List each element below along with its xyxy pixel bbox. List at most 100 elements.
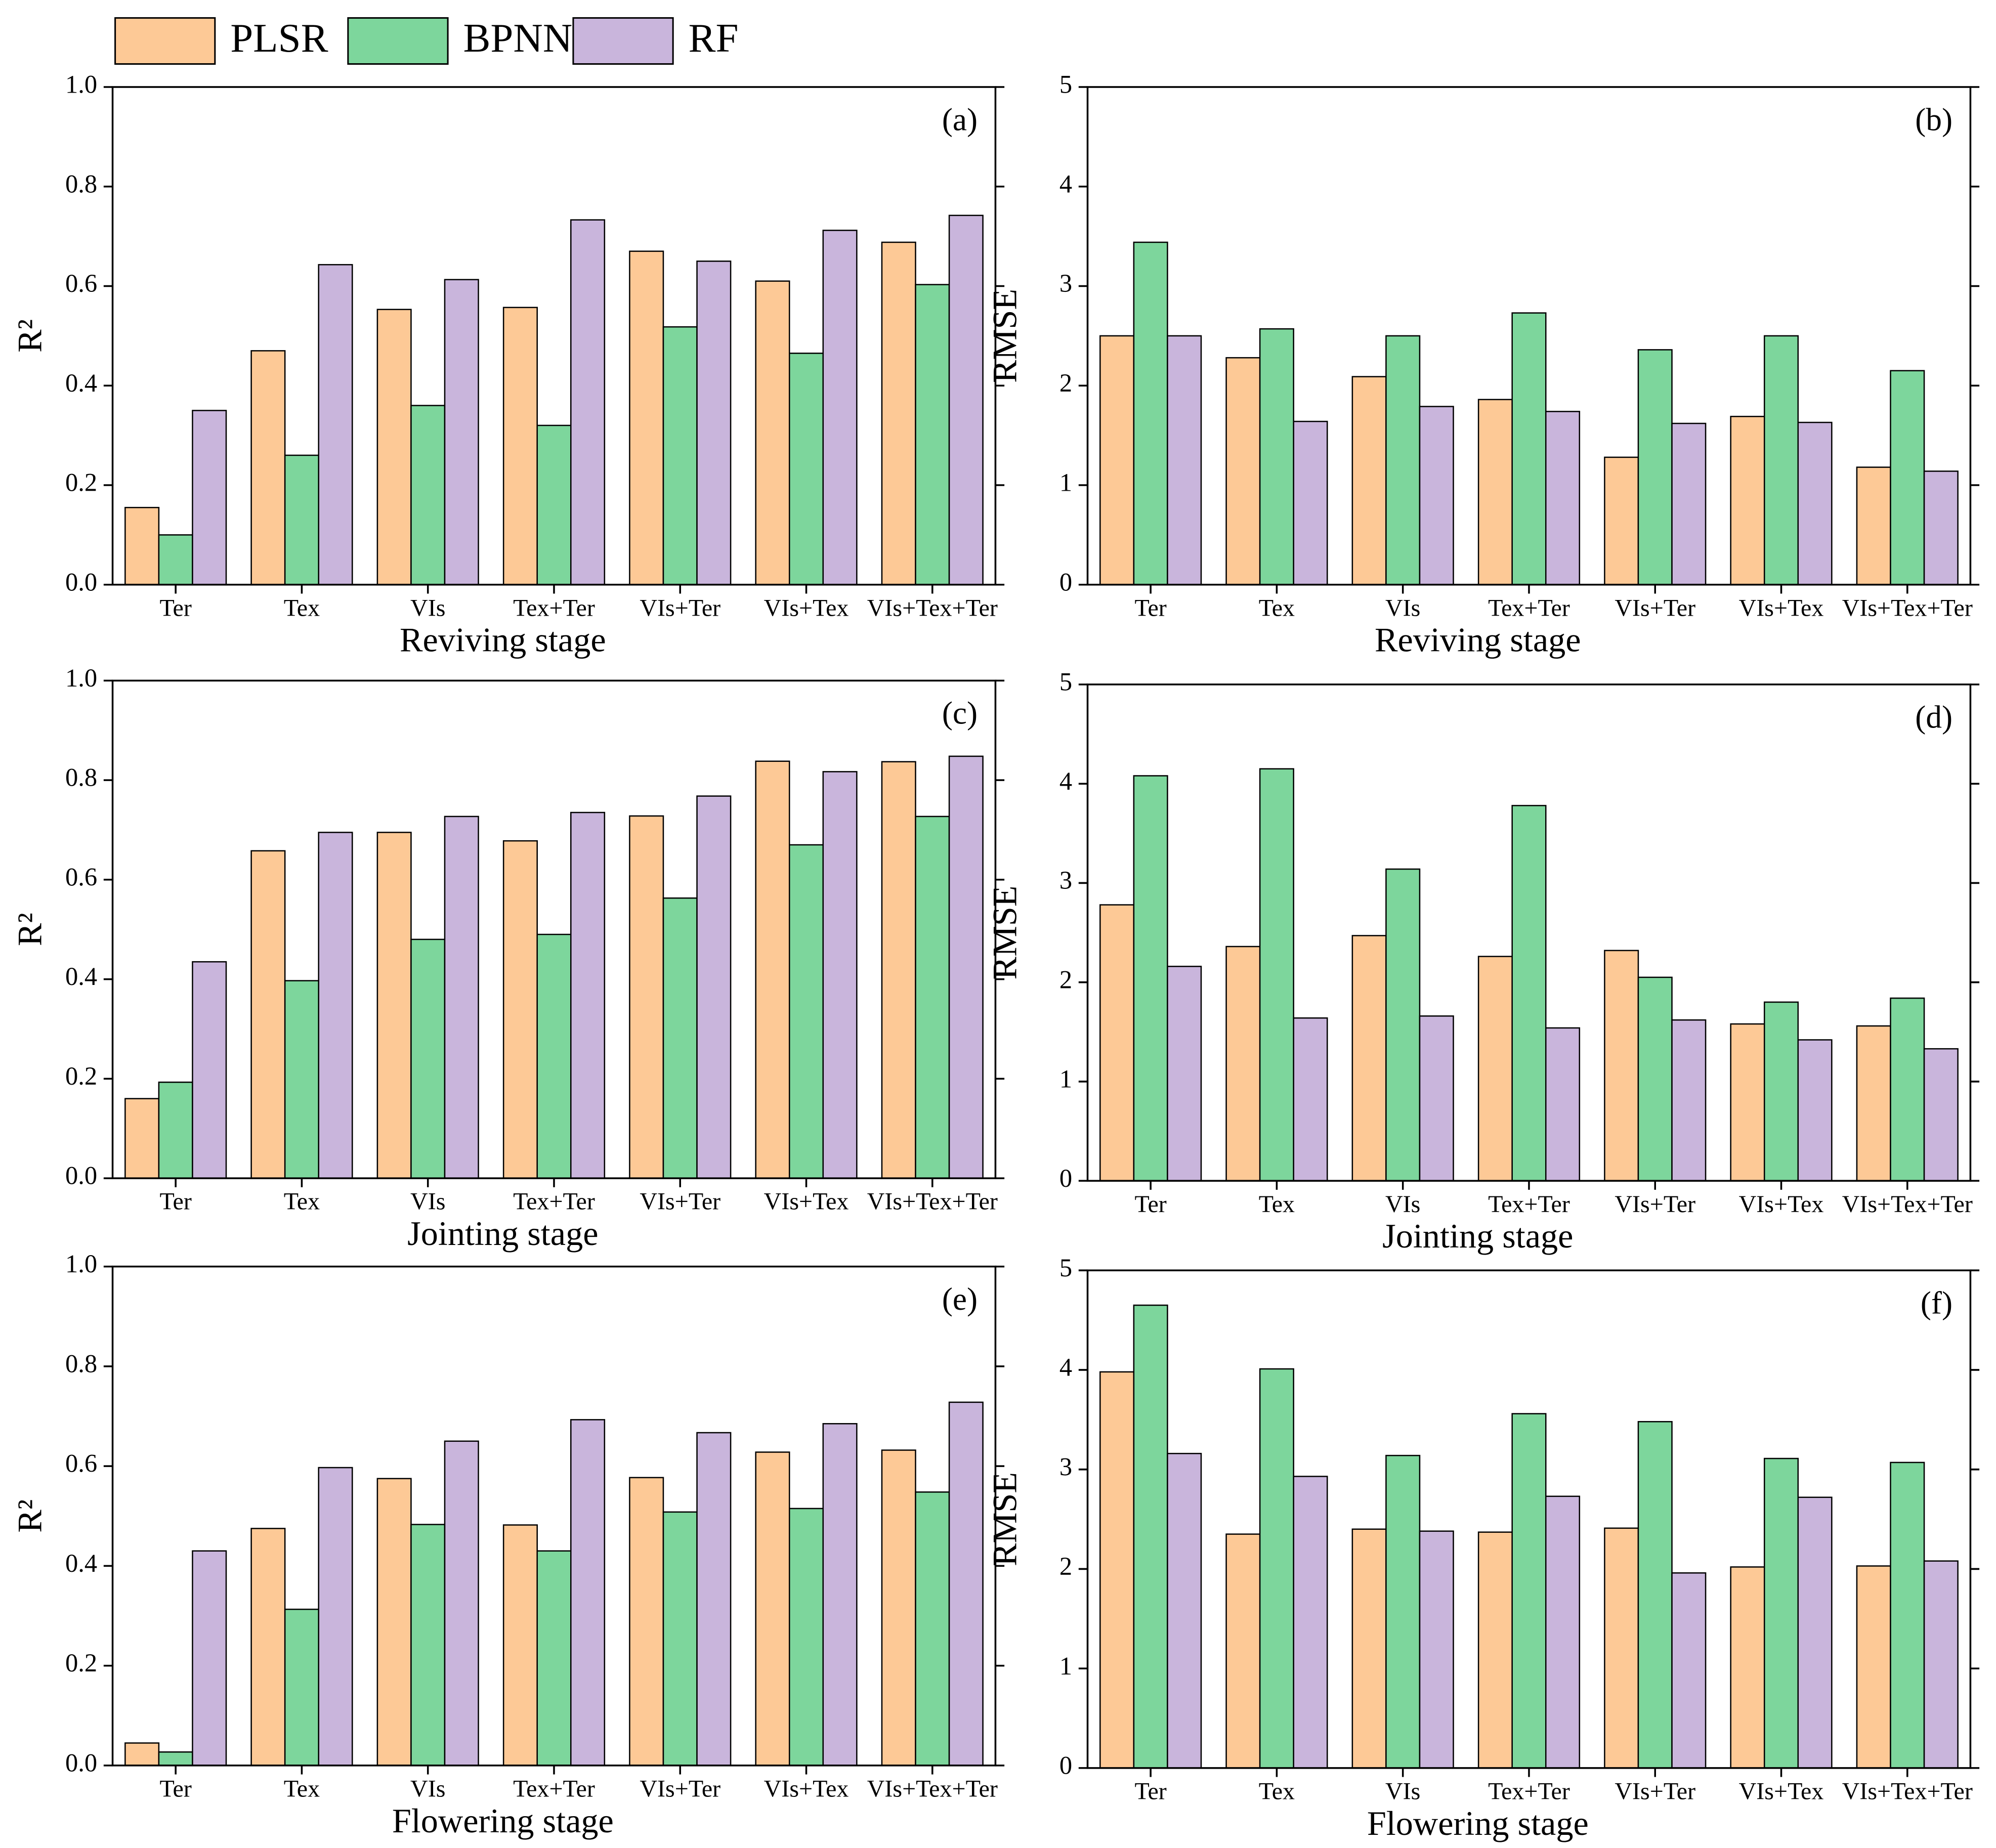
- bar: [662, 1511, 698, 1767]
- bar: [1545, 1027, 1581, 1182]
- x-axis-label: Jointing stage: [1382, 1217, 1573, 1255]
- x-axis-label: Reviving stage: [1375, 621, 1581, 659]
- bar: [1545, 411, 1581, 585]
- bar: [788, 844, 824, 1179]
- y-axis-label: RMSE: [985, 289, 1024, 383]
- bar: [755, 760, 790, 1179]
- y-tick-label: 0: [1059, 1164, 1072, 1192]
- bar: [696, 1432, 732, 1767]
- bar: [1477, 1531, 1513, 1769]
- y-tick-label: 2: [1059, 369, 1072, 397]
- panel-label: (d): [1915, 699, 1952, 735]
- bar: [192, 961, 227, 1179]
- panel-label: (e): [942, 1281, 978, 1317]
- bar: [1923, 1048, 1959, 1182]
- bar: [1890, 370, 1925, 585]
- bar: [158, 534, 193, 585]
- bar: [250, 850, 286, 1179]
- x-tick-label: Tex+Ter: [513, 1188, 595, 1215]
- x-tick-label: VIs+Tex+Ter: [867, 1188, 998, 1215]
- plot-frame: [1086, 86, 1972, 586]
- bar: [124, 1742, 160, 1767]
- bar: [1225, 357, 1261, 585]
- bar: [1259, 768, 1294, 1182]
- bar: [1293, 420, 1328, 585]
- bar: [158, 1081, 193, 1179]
- bar: [1225, 1533, 1261, 1769]
- bar: [1604, 950, 1639, 1182]
- x-tick-label: VIs: [410, 1775, 445, 1802]
- bar: [662, 897, 698, 1179]
- bar: [1730, 415, 1765, 585]
- bar: [376, 309, 412, 585]
- x-tick-label: VIs: [410, 594, 445, 621]
- bar: [1419, 1530, 1454, 1769]
- x-tick-label: VIs+Tex+Ter: [867, 594, 998, 621]
- bar: [1385, 335, 1421, 585]
- panel-label: (b): [1915, 102, 1952, 137]
- bar: [948, 755, 984, 1179]
- bar: [376, 832, 412, 1179]
- bar: [1890, 1462, 1925, 1769]
- bar: [1604, 1527, 1639, 1769]
- y-tick-label: 0.4: [65, 369, 97, 397]
- bar: [536, 933, 572, 1179]
- bar: [158, 1751, 193, 1767]
- bar: [788, 353, 824, 585]
- x-tick-label: Tex: [284, 1775, 320, 1802]
- x-tick-label: VIs: [410, 1188, 445, 1215]
- bar: [1730, 1023, 1765, 1182]
- bar: [1637, 976, 1673, 1182]
- bar: [410, 938, 446, 1179]
- legend-swatch: [114, 17, 216, 65]
- bar: [1511, 1413, 1547, 1769]
- y-tick-label: 3: [1059, 1452, 1072, 1481]
- bar: [915, 815, 950, 1179]
- bar: [1419, 1015, 1454, 1182]
- bar: [1477, 956, 1513, 1182]
- y-tick-label: 0.4: [65, 962, 97, 991]
- bar: [1351, 376, 1387, 585]
- bar: [881, 1449, 916, 1767]
- bar: [570, 219, 606, 585]
- bar: [822, 1423, 858, 1767]
- y-axis-label: RMSE: [985, 1472, 1024, 1566]
- bar: [1167, 1452, 1202, 1769]
- bar: [1671, 422, 1707, 585]
- bar: [915, 1491, 950, 1767]
- bar: [124, 1098, 160, 1179]
- y-tick-label: 5: [1059, 668, 1072, 696]
- legend-label: PLSR: [230, 15, 328, 61]
- bar: [1099, 335, 1135, 585]
- y-tick-label: 0.6: [65, 269, 97, 297]
- bar: [410, 405, 446, 585]
- panel-label: (a): [942, 102, 978, 137]
- bar: [1099, 904, 1135, 1182]
- x-axis-label: Reviving stage: [400, 621, 606, 659]
- x-tick-label: VIs+Tex: [764, 1188, 849, 1215]
- bar: [1856, 466, 1891, 585]
- bar: [1923, 470, 1959, 585]
- bar: [1259, 328, 1294, 585]
- x-tick-label: Tex: [1259, 1778, 1295, 1805]
- y-tick-label: 4: [1059, 767, 1072, 795]
- bar: [502, 840, 538, 1179]
- x-tick-label: Ter: [160, 1188, 192, 1215]
- bar: [1856, 1565, 1891, 1769]
- y-axis-label: R²: [10, 319, 49, 353]
- bar: [1259, 1368, 1294, 1769]
- bar: [1730, 1566, 1765, 1769]
- x-tick-label: Tex: [284, 1188, 320, 1215]
- bar: [1133, 241, 1168, 585]
- x-tick-label: VIs+Ter: [1615, 1191, 1695, 1218]
- bar: [1637, 349, 1673, 585]
- x-tick-label: Tex+Ter: [1488, 1191, 1570, 1218]
- bar: [570, 811, 606, 1179]
- bar: [1133, 1304, 1168, 1769]
- bar: [881, 761, 916, 1179]
- bar: [1099, 1371, 1135, 1769]
- bar: [629, 815, 664, 1179]
- x-tick-label: Tex+Ter: [1488, 594, 1570, 621]
- bar: [284, 1608, 319, 1767]
